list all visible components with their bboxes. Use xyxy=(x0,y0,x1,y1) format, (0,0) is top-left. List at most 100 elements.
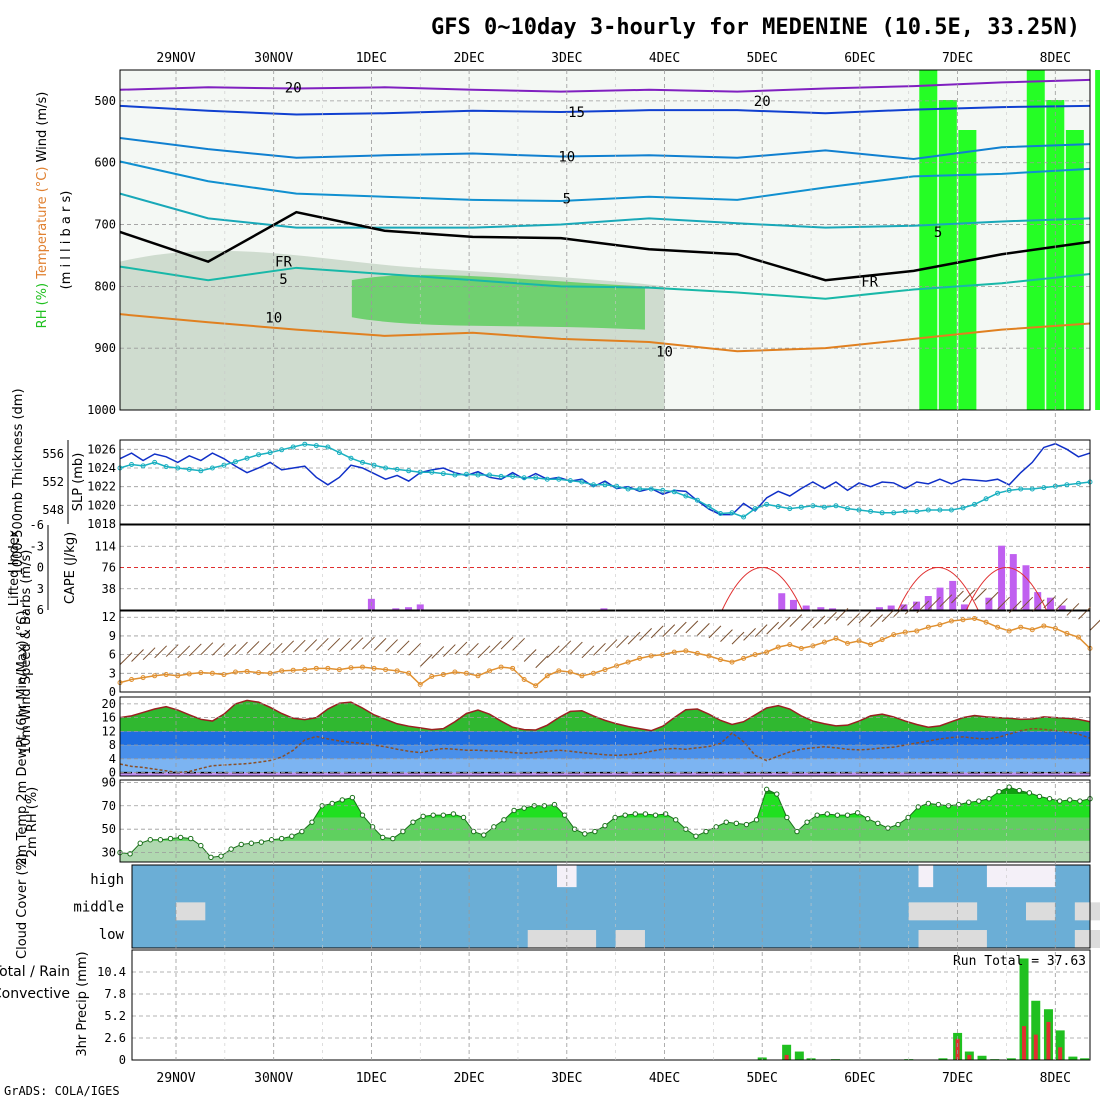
wind-speed-line xyxy=(119,617,1091,687)
thickness-point xyxy=(533,475,539,481)
wind-barb xyxy=(523,649,537,662)
wind-speed-point xyxy=(1029,627,1035,633)
thickness-point xyxy=(371,462,377,468)
wind-barb xyxy=(454,641,468,655)
thickness-point xyxy=(1064,482,1070,488)
rh-point xyxy=(713,824,719,830)
convective-bar xyxy=(1033,1034,1038,1060)
thickness-point xyxy=(383,465,389,471)
rh-column xyxy=(938,100,957,410)
wind-barb xyxy=(188,643,202,657)
cloud-patch xyxy=(918,930,987,948)
wind-speed-point xyxy=(567,669,573,675)
wind-speed-point xyxy=(764,649,770,655)
precip-bar xyxy=(1019,958,1029,1060)
tick-label: 500 xyxy=(94,94,116,108)
tick-label: 7.8 xyxy=(104,987,126,1001)
rh-point xyxy=(703,828,709,835)
thickness-slp-panel: 1018 1020 1022 1024 1026 548 552 556 1000-500mb … xyxy=(11,388,1093,576)
wind-speed-point xyxy=(798,645,804,651)
thickness-point xyxy=(902,508,908,514)
cape-bar xyxy=(1046,597,1054,610)
date-label-top: 1DEC xyxy=(356,51,387,66)
wind-barb xyxy=(754,624,768,637)
wind-barb xyxy=(800,618,814,631)
thickness-point xyxy=(671,489,677,495)
thickness-point xyxy=(833,503,839,509)
wind-barb xyxy=(766,621,780,635)
wind-speed-point xyxy=(845,640,850,646)
rh-point xyxy=(1067,797,1073,803)
thickness-point xyxy=(625,486,631,492)
wind-barb xyxy=(881,609,895,623)
wind-barb xyxy=(639,628,652,641)
thickness-point xyxy=(579,479,585,485)
rh-point xyxy=(208,854,214,861)
thickness-point xyxy=(787,506,793,512)
wind-barb xyxy=(1031,599,1045,613)
contour-label: 5 xyxy=(934,225,942,241)
precip-bar xyxy=(782,1044,792,1060)
thickness-point xyxy=(406,468,412,474)
cape-bar xyxy=(600,608,608,610)
thickness-point xyxy=(775,504,781,509)
thickness-point xyxy=(741,514,747,520)
wind-barb xyxy=(396,640,410,654)
rh-point xyxy=(673,817,679,823)
cape-li-panel: 38 76 114 -6 -3 0 3 6 Lifted Index CAPE (J/kg) xyxy=(7,518,1091,617)
rh-column xyxy=(1065,130,1084,410)
page-title: GFS 0~10day 3-hourly for MEDENINE (10.5E… xyxy=(431,15,1080,40)
wind-speed-point xyxy=(487,668,493,674)
thickness-point xyxy=(683,493,689,499)
wind-barb xyxy=(212,642,225,656)
li-curve xyxy=(897,567,979,611)
wind-speed-point xyxy=(683,648,689,654)
wind-barb xyxy=(119,652,133,666)
rh-column xyxy=(919,70,938,410)
wind-barb xyxy=(281,640,295,654)
rh-point xyxy=(440,812,447,818)
run-total: Run Total = 37.63 xyxy=(953,954,1086,969)
wind-barb xyxy=(535,655,549,669)
thickness-point xyxy=(487,472,493,478)
wind-barb xyxy=(477,645,491,659)
rh-point xyxy=(1026,790,1033,796)
isotherm-line xyxy=(119,313,1091,353)
cape-bar xyxy=(998,545,1006,610)
precip-bar xyxy=(1006,1058,1016,1060)
wind-speed-point xyxy=(221,672,227,678)
wind-barb xyxy=(200,642,214,656)
thickness-point xyxy=(440,471,446,477)
wind-speed-point xyxy=(232,669,238,675)
temp-line xyxy=(119,699,1091,732)
tick-label: 600 xyxy=(94,156,116,170)
rh-point xyxy=(147,837,154,843)
thickness-point xyxy=(879,510,885,516)
wind-speed-point xyxy=(186,671,192,677)
wind-speed-point xyxy=(325,665,331,671)
wind-speed-point xyxy=(256,670,262,676)
temp-band xyxy=(120,745,1090,759)
date-label-top: 2DEC xyxy=(453,51,484,66)
cape-bar xyxy=(829,608,837,610)
slp-line xyxy=(119,442,1091,516)
wind-speed-point xyxy=(948,618,954,624)
wind-speed-point xyxy=(625,659,631,665)
rh-point xyxy=(632,811,639,817)
temp-band xyxy=(120,731,1090,746)
rh-point xyxy=(380,834,386,841)
cloud-patch xyxy=(918,865,934,888)
rh-point xyxy=(592,828,598,835)
wind-speed-point xyxy=(152,673,158,679)
thickness-point xyxy=(868,508,874,514)
wind-speed-point xyxy=(383,667,389,673)
rh-point xyxy=(410,819,416,825)
contour-label: 20 xyxy=(285,80,302,96)
cloud-patch xyxy=(1074,930,1100,948)
rh-point xyxy=(248,840,255,846)
wind-speed-point xyxy=(602,667,608,673)
wind-speed-point xyxy=(1075,634,1081,640)
axis-title-part: RH (%) xyxy=(35,283,50,328)
wind-speed-point xyxy=(856,638,862,644)
rh-point xyxy=(430,812,436,818)
